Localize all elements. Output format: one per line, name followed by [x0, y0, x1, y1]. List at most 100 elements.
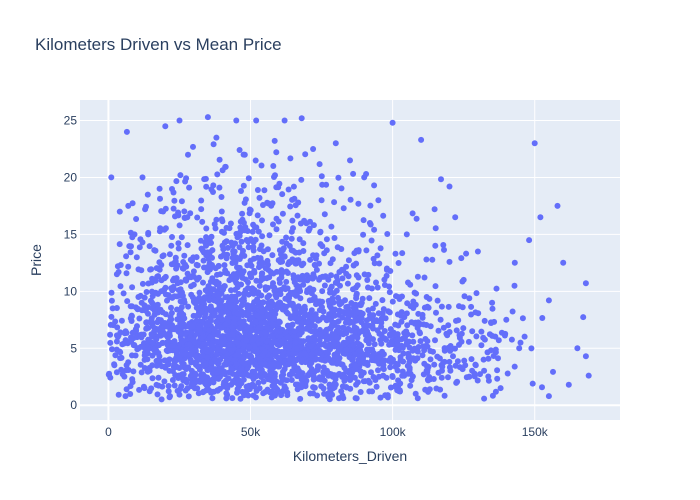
data-point — [240, 389, 247, 396]
data-point — [446, 258, 453, 265]
data-point — [174, 316, 181, 323]
data-point — [285, 361, 292, 368]
data-point — [371, 182, 378, 189]
data-point — [386, 283, 393, 290]
data-point — [284, 310, 291, 317]
data-point — [268, 298, 275, 305]
data-point — [196, 366, 203, 373]
data-point — [328, 223, 335, 230]
data-point — [446, 358, 453, 365]
data-point — [151, 347, 158, 354]
data-point — [194, 262, 201, 269]
data-point — [503, 316, 510, 323]
data-point — [245, 175, 252, 182]
data-point — [418, 136, 425, 143]
data-point — [380, 212, 387, 219]
data-point — [495, 355, 501, 362]
data-point — [357, 347, 364, 354]
data-point — [245, 291, 252, 298]
data-point — [245, 244, 252, 251]
data-point — [146, 388, 153, 395]
data-point — [139, 239, 146, 246]
data-point — [402, 334, 408, 341]
y-tick-label: 20 — [64, 170, 78, 184]
data-point — [218, 309, 224, 316]
data-point — [301, 308, 308, 315]
data-point — [294, 212, 301, 219]
data-point — [440, 242, 447, 248]
data-point — [269, 333, 276, 340]
data-point — [361, 271, 368, 278]
data-point — [162, 284, 169, 291]
data-point — [413, 215, 420, 222]
data-point — [222, 321, 229, 328]
data-point — [158, 396, 165, 403]
data-point — [172, 258, 179, 265]
data-point — [266, 232, 273, 239]
data-point — [271, 373, 278, 380]
data-point — [409, 373, 416, 380]
data-point — [318, 197, 325, 204]
data-point — [176, 354, 183, 361]
data-point — [403, 231, 410, 238]
data-point — [335, 174, 342, 181]
data-point — [389, 298, 396, 305]
data-point — [155, 326, 162, 333]
data-point — [447, 367, 454, 374]
data-point — [184, 385, 191, 392]
data-point — [292, 309, 299, 316]
data-point — [316, 374, 323, 381]
data-point — [282, 385, 289, 392]
data-point — [270, 320, 276, 327]
data-point — [368, 237, 375, 244]
data-point — [304, 318, 311, 325]
data-point — [128, 243, 134, 250]
data-point — [237, 218, 244, 225]
data-point — [289, 300, 296, 307]
data-point — [340, 309, 347, 315]
data-point — [468, 356, 475, 363]
data-point — [368, 369, 374, 376]
data-point — [550, 368, 556, 375]
data-point — [158, 363, 165, 370]
data-point — [430, 348, 436, 355]
data-point — [255, 379, 262, 386]
data-point — [374, 284, 381, 291]
data-point — [419, 314, 426, 321]
data-point — [153, 362, 160, 369]
data-point — [196, 327, 203, 334]
data-point — [395, 336, 402, 343]
data-point — [458, 255, 465, 262]
data-point — [298, 115, 305, 122]
data-point — [273, 378, 280, 385]
data-point — [171, 197, 178, 204]
data-point — [321, 211, 328, 218]
data-point — [295, 199, 302, 206]
data-point — [406, 353, 412, 360]
data-point — [298, 176, 305, 183]
data-point — [215, 293, 222, 300]
data-point — [386, 289, 393, 296]
data-point — [107, 339, 114, 346]
data-point — [279, 247, 286, 254]
data-point — [480, 334, 487, 341]
data-point — [511, 259, 518, 266]
data-point — [137, 361, 144, 368]
data-point — [255, 289, 262, 296]
data-point — [151, 307, 158, 314]
data-point — [218, 216, 225, 223]
data-point — [310, 373, 317, 380]
data-point — [208, 388, 214, 395]
data-point — [474, 377, 481, 384]
data-point — [448, 346, 455, 353]
data-point — [414, 348, 421, 355]
data-point — [236, 334, 243, 341]
data-point — [286, 356, 293, 363]
data-point — [176, 292, 183, 299]
data-point — [315, 342, 322, 349]
data-point — [350, 262, 357, 269]
data-point — [336, 329, 343, 336]
data-point — [301, 375, 307, 382]
data-point — [290, 183, 297, 190]
data-point — [492, 388, 499, 395]
